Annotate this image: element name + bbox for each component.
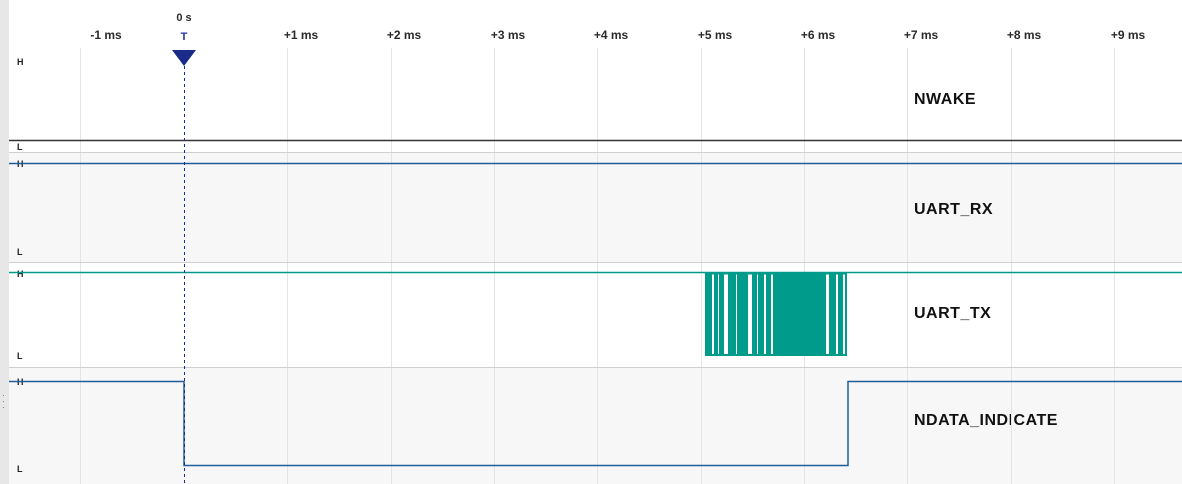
signal-lane-nwake[interactable]: H L NWAKE [9,48,1182,153]
uart-tx-burst-gap [757,274,758,354]
tick-label: +8 ms [1006,28,1042,42]
time-grid [80,48,1115,484]
signal-name[interactable]: NDATA_INDICATE [914,412,1058,429]
uart-tx-burst-gap [712,274,714,354]
signal-name[interactable]: UART_RX [914,201,994,218]
uart-tx-burst-gap [836,274,838,354]
lane-dividers [9,152,1182,368]
low-level-label: L [17,142,23,152]
tick-label: +1 ms [283,28,319,42]
waveform-ndata-indicate [9,380,1182,467]
time-ruler[interactable]: 0 s T -1 ms +1 ms +2 ms +3 ms +4 ms +5 m… [9,0,1182,48]
low-level-label: L [17,247,23,257]
uart-tx-burst-gap [724,274,728,354]
signal-lane-ndata-indicate[interactable]: H L NDATA_INDICATE [9,368,1182,484]
resize-handle[interactable]: · · · [2,390,5,412]
tick-label: -1 ms [90,28,122,42]
trigger-marker-icon[interactable] [172,50,196,66]
uart-tx-burst-gap [843,274,845,354]
signal-lane-uart-tx[interactable]: H L UART_TX [9,263,1182,368]
high-level-label: H [17,57,24,67]
uart-tx-burst-gap [748,274,752,354]
signal-name[interactable]: NWAKE [914,91,977,108]
tick-label: +7 ms [903,28,939,42]
uart-tx-burst-gap [771,274,773,354]
tick-label: +9 ms [1110,28,1146,42]
tick-label: +5 ms [697,28,733,42]
lane-gutter[interactable]: · · · [0,0,9,484]
tick-label: +6 ms [800,28,836,42]
uart-tx-burst-gap [764,274,766,354]
uart-tx-burst [705,272,847,356]
uart-tx-burst-gap [736,274,737,354]
signal-name[interactable]: UART_TX [914,305,992,322]
uart-tx-burst-gap [826,274,829,354]
low-level-label: L [17,351,23,361]
tick-label: +3 ms [490,28,526,42]
tick-label: +2 ms [386,28,422,42]
high-level-label: H [17,269,24,279]
trigger-time-label: 0 s [176,12,192,24]
uart-tx-burst-gap [718,274,719,354]
uart-tx-burst-fill [705,272,847,356]
signal-lane-uart-rx[interactable]: H L UART_RX [9,153,1182,263]
low-level-label: L [17,464,23,474]
tick-label: +4 ms [593,28,629,42]
trigger-flag-label: T [180,31,188,43]
